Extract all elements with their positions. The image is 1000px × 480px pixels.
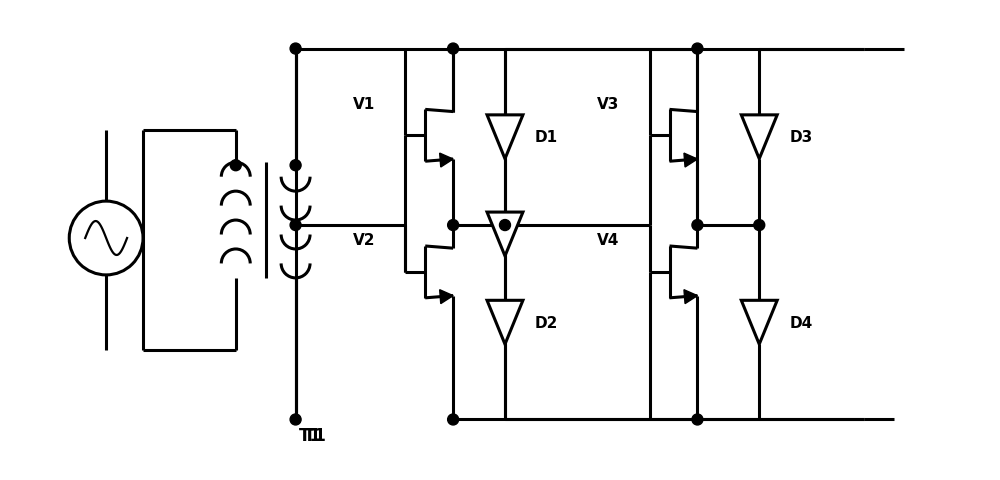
Polygon shape (684, 290, 697, 304)
Text: D3: D3 (789, 130, 812, 145)
Text: V3: V3 (597, 96, 620, 112)
Text: D4: D4 (789, 315, 812, 330)
Circle shape (692, 414, 703, 425)
Polygon shape (440, 290, 453, 304)
Polygon shape (741, 300, 777, 345)
Text: V1: V1 (353, 96, 375, 112)
Circle shape (290, 44, 301, 55)
Circle shape (500, 220, 510, 231)
Text: D2: D2 (535, 315, 558, 330)
Text: V4: V4 (597, 233, 620, 248)
Polygon shape (684, 154, 697, 168)
Circle shape (448, 220, 459, 231)
Circle shape (290, 160, 301, 171)
Polygon shape (741, 116, 777, 159)
Text: D1: D1 (535, 130, 558, 145)
Text: T1: T1 (299, 427, 322, 444)
Polygon shape (487, 300, 523, 345)
Polygon shape (487, 213, 523, 256)
Circle shape (448, 414, 459, 425)
Circle shape (290, 414, 301, 425)
Circle shape (692, 44, 703, 55)
Polygon shape (487, 116, 523, 159)
Text: V2: V2 (353, 233, 375, 248)
Text: T1: T1 (304, 427, 327, 444)
Circle shape (290, 220, 301, 231)
Circle shape (692, 220, 703, 231)
Circle shape (230, 160, 241, 171)
Polygon shape (440, 154, 453, 168)
Circle shape (448, 44, 459, 55)
Circle shape (754, 220, 765, 231)
